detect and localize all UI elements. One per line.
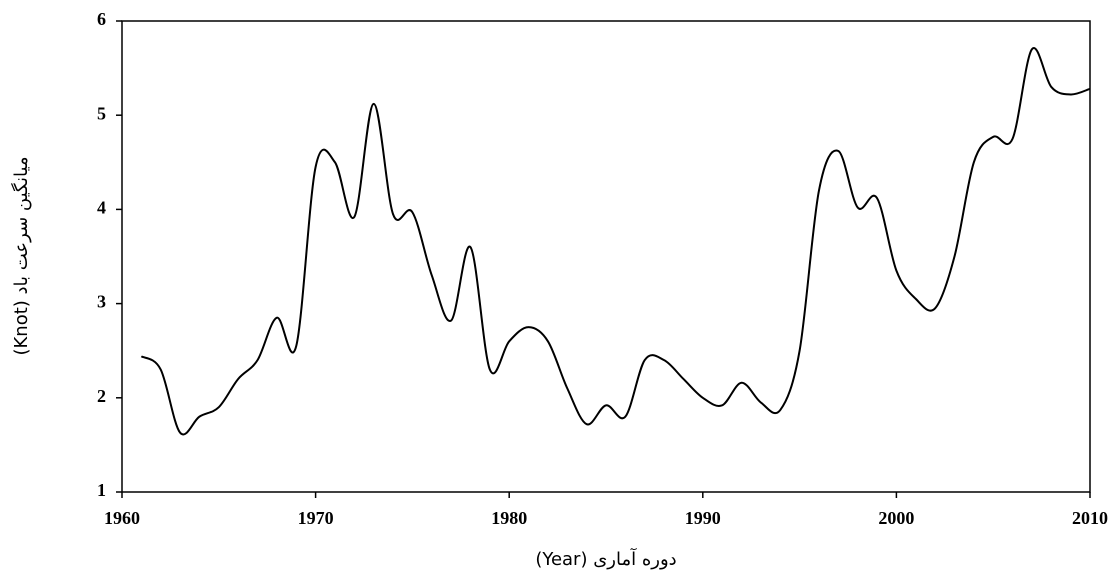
x-tick-label: 1980 — [491, 508, 527, 528]
x-axis-label: دوره آماری (Year) — [535, 547, 676, 570]
x-tick-label: 1990 — [685, 508, 721, 528]
data-line — [140, 47, 1091, 436]
x-tick-label: 2000 — [878, 508, 914, 528]
y-tick-label: 6 — [97, 9, 106, 29]
plot-frame — [121, 20, 1091, 493]
x-tick-label: 1960 — [104, 508, 140, 528]
y-tick-label: 5 — [97, 103, 106, 123]
y-tick-label: 1 — [97, 480, 106, 500]
x-tick-label: 1970 — [298, 508, 334, 528]
y-axis-label: میانگین سرعت باد (Knot) — [10, 156, 32, 355]
x-tick-label: 2010 — [1072, 508, 1108, 528]
y-tick-label: 4 — [97, 198, 106, 218]
y-tick-label: 2 — [97, 386, 106, 406]
y-tick-label: 3 — [97, 292, 106, 312]
